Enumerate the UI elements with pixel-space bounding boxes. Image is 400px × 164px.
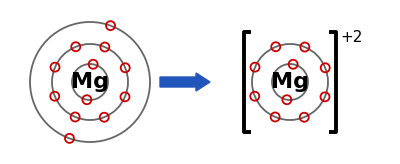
- Text: Mg: Mg: [271, 72, 309, 92]
- Text: Mg: Mg: [71, 72, 109, 92]
- Text: +2: +2: [340, 30, 362, 45]
- FancyArrow shape: [160, 73, 210, 91]
